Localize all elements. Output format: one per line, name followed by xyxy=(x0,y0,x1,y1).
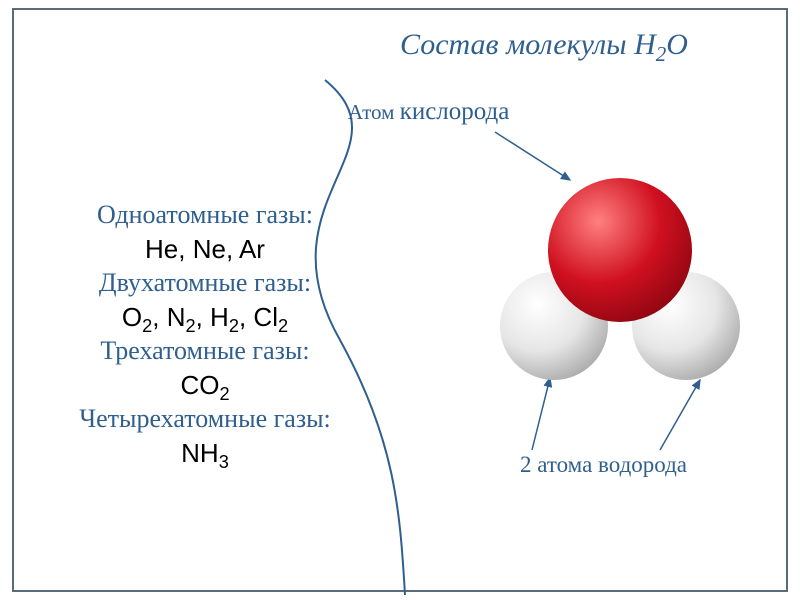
gas-formula: NH3 xyxy=(50,438,360,469)
title-formula: H2O xyxy=(634,28,688,61)
gas-formula: He, Ne, Ar xyxy=(50,234,360,265)
slide-root: Состав молекулы H2O Атом кислорода 2 ато… xyxy=(0,0,800,600)
hydrogen-label-text: 2 атома водорода xyxy=(520,452,687,477)
gas-formula: O2, N2, H2, Cl2 xyxy=(50,302,360,333)
oxygen-label-word: кислорода xyxy=(400,98,510,125)
gas-heading: Четырехатомные газы: xyxy=(50,404,360,434)
oxygen-atom xyxy=(548,178,692,322)
gas-heading: Двухатомные газы: xyxy=(50,268,360,298)
oxygen-label-prefix: Атом xyxy=(348,100,400,124)
slide-title: Состав молекулы H2O xyxy=(400,28,688,62)
gas-heading: Одноатомные газы: xyxy=(50,200,360,230)
hydrogen-label: 2 атома водорода xyxy=(520,452,687,478)
title-prefix: Состав молекулы xyxy=(400,28,634,61)
gas-heading: Трехатомные газы: xyxy=(50,336,360,366)
gas-formula: CO2 xyxy=(50,370,360,401)
h2o-molecule xyxy=(490,170,750,390)
oxygen-label: Атом кислорода xyxy=(348,98,509,126)
